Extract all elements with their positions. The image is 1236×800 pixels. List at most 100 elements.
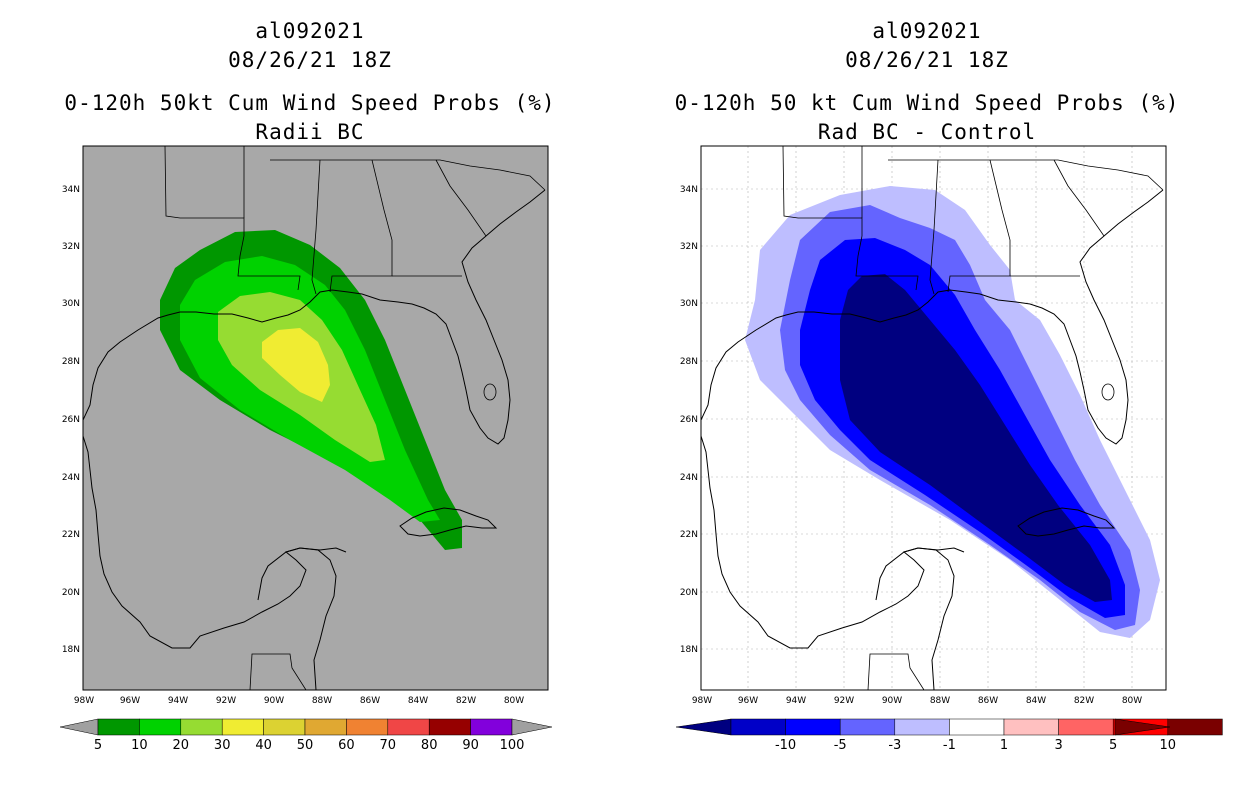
colorbar-left-arrow (675, 718, 732, 736)
lon-label: 82W (1074, 696, 1094, 706)
lon-label: 84W (408, 696, 428, 706)
lon-label: 94W (168, 696, 188, 706)
lat-label: 20N (680, 588, 698, 598)
colorbar-label: 3 (1054, 738, 1062, 753)
left-colorbar: 5 10 20 30 40 50 60 70 80 90 100 (59, 718, 553, 753)
colorbar-segment (387, 718, 430, 736)
left-title-line1: al092021 (255, 19, 364, 43)
colorbar-segment (470, 718, 513, 736)
lat-label: 24N (680, 473, 698, 483)
right-map (701, 146, 1166, 690)
colorbar-label: 10 (1160, 738, 1177, 753)
colorbar-label: -5 (834, 738, 847, 753)
lon-label: 94W (786, 696, 806, 706)
right-title-line4: Rad BC - Control (818, 120, 1036, 144)
lat-label: 30N (62, 299, 80, 309)
colorbar-left-arrow (59, 718, 99, 736)
lat-label: 22N (62, 530, 80, 540)
colorbar-segment (139, 718, 182, 736)
left-map-frame (82, 145, 549, 691)
colorbar-segment (428, 718, 471, 736)
lon-label: 86W (978, 696, 998, 706)
colorbar-label: 100 (500, 738, 525, 753)
colorbar-segment (839, 718, 896, 736)
colorbar-segment (1058, 718, 1114, 736)
left-title-line3: 0-120h 50kt Cum Wind Speed Probs (%) (64, 91, 555, 115)
right-title-line1: al092021 (872, 19, 981, 43)
colorbar-right-arrow (1114, 718, 1171, 736)
right-colorbar: -10 -5 -3 -1 1 3 5 10 (675, 718, 1223, 753)
lat-label: 30N (680, 299, 698, 309)
lat-label: 34N (62, 185, 80, 195)
lon-label: 90W (264, 696, 284, 706)
lat-label: 32N (680, 242, 698, 252)
left-contour-30 (262, 328, 330, 402)
lon-label: 98W (74, 696, 94, 706)
right-panel: al092021 08/26/21 18Z 0-120h 50 kt Cum W… (675, 19, 1223, 753)
lat-label: 22N (680, 530, 698, 540)
lat-label: 24N (62, 473, 80, 483)
lon-label: 88W (312, 696, 332, 706)
colorbar-label: 90 (462, 738, 479, 753)
colorbar-label: 70 (380, 738, 397, 753)
lon-label: 92W (216, 696, 236, 706)
lat-label: 32N (62, 242, 80, 252)
colorbar-segment (97, 718, 140, 736)
colorbar-segment (1003, 718, 1059, 736)
lon-label: 82W (456, 696, 476, 706)
lon-label: 90W (882, 696, 902, 706)
left-lat-labels: 34N 32N 30N 28N 26N 24N 22N 20N 18N (62, 185, 80, 655)
colorbar-label: 20 (173, 738, 190, 753)
right-lon-labels: 98W 96W 94W 92W 90W 88W 86W 84W 82W 80W (692, 696, 1142, 706)
colorbar-segment (730, 718, 786, 736)
colorbar-segment (1167, 718, 1223, 736)
colorbar-label: 5 (94, 738, 102, 753)
right-lat-labels: 34N 32N 30N 28N 26N 24N 22N 20N 18N (680, 185, 698, 655)
lat-label: 26N (680, 415, 698, 425)
right-title-line3: 0-120h 50 kt Cum Wind Speed Probs (%) (675, 91, 1180, 115)
colorbar-segment (785, 718, 841, 736)
lon-label: 86W (360, 696, 380, 706)
colorbar-label: 80 (421, 738, 438, 753)
colorbar-segment (894, 718, 950, 736)
left-title-line2: 08/26/21 18Z (228, 48, 392, 72)
right-title-line2: 08/26/21 18Z (845, 48, 1009, 72)
lat-label: 18N (62, 645, 80, 655)
left-panel: al092021 08/26/21 18Z 0-120h 50kt Cum Wi… (59, 19, 555, 753)
left-map (83, 146, 548, 690)
lon-label: 92W (834, 696, 854, 706)
lon-label: 80W (1122, 696, 1142, 706)
lon-label: 84W (1026, 696, 1046, 706)
right-contour-minus10 (840, 274, 1112, 602)
colorbar-label: -10 (775, 738, 796, 753)
colorbar-segment (221, 718, 264, 736)
colorbar-label: -3 (888, 738, 901, 753)
colorbar-segment (304, 718, 347, 736)
right-map-frame (700, 145, 1167, 691)
colorbar-label: 30 (214, 738, 231, 753)
lon-label: 98W (692, 696, 712, 706)
colorbar-segment (949, 718, 1005, 736)
lat-label: 20N (62, 588, 80, 598)
lon-label: 96W (738, 696, 758, 706)
lat-label: 28N (680, 357, 698, 367)
lon-label: 96W (120, 696, 140, 706)
lat-label: 34N (680, 185, 698, 195)
colorbar-label: 5 (1109, 738, 1117, 753)
colorbar-label: -1 (943, 738, 956, 753)
colorbar-label: 10 (131, 738, 148, 753)
lat-label: 26N (62, 415, 80, 425)
left-title-line4: Radii BC (255, 120, 364, 144)
colorbar-segment (180, 718, 223, 736)
colorbar-right-arrow (511, 718, 553, 736)
colorbar-segment (346, 718, 389, 736)
lat-label: 18N (680, 645, 698, 655)
left-lon-labels: 98W 96W 94W 92W 90W 88W 86W 84W 82W 80W (74, 696, 524, 706)
colorbar-segment (263, 718, 306, 736)
lon-label: 88W (930, 696, 950, 706)
colorbar-label: 1 (1000, 738, 1008, 753)
lat-label: 28N (62, 357, 80, 367)
colorbar-label: 60 (338, 738, 355, 753)
colorbar-label: 50 (297, 738, 314, 753)
